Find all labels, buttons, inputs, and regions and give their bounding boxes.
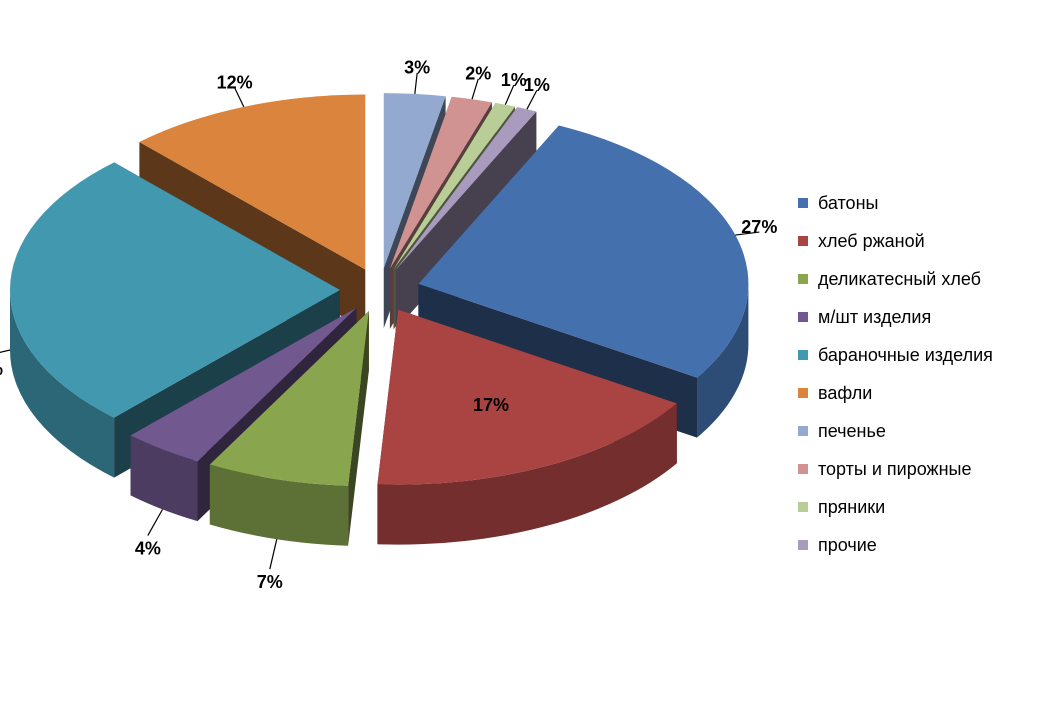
legend-item: деликатесный хлеб (798, 260, 1043, 298)
leader-line (269, 539, 278, 570)
legend-swatch (798, 502, 808, 512)
legend-swatch (798, 464, 808, 474)
legend-label: вафли (818, 382, 873, 403)
pie-slice-1 (377, 309, 677, 545)
slice-top (389, 96, 492, 269)
slice-top (377, 309, 677, 485)
slice-top (9, 162, 341, 418)
data-label: 1% (501, 70, 527, 90)
data-label: 7% (257, 572, 283, 592)
leader-line (234, 87, 245, 108)
data-label: 2% (465, 64, 491, 84)
leader-line (147, 509, 164, 536)
legend-swatch (798, 274, 808, 284)
legend-swatch (798, 388, 808, 398)
legend-label: м/шт изделия (818, 306, 932, 327)
pie-slice-2 (209, 311, 369, 546)
data-labels: 27% 17% 7% 4% 26% 12% 3% 2% 1%1% (0, 58, 777, 592)
legend-item: торты и пирожные (798, 450, 1043, 488)
data-label: 17% (473, 395, 509, 415)
slice-outer-wall (130, 435, 198, 522)
slice-top (209, 311, 369, 486)
slice-top (130, 307, 357, 462)
data-label: 3% (404, 58, 430, 78)
legend-label: печенье (818, 420, 886, 441)
legend-swatch (798, 540, 808, 550)
leader-line (471, 78, 479, 100)
legend-item: хлеб ржаной (798, 222, 1043, 260)
slice-top (383, 93, 446, 269)
leader-line (414, 72, 418, 94)
slice-top (418, 125, 749, 378)
legend-swatch (798, 198, 808, 208)
legend-swatch (798, 312, 808, 322)
legend-swatch (798, 426, 808, 436)
leader-line (0, 349, 11, 354)
slice-outer-wall (209, 464, 349, 546)
data-label: 4% (135, 538, 161, 558)
slice-top (139, 94, 366, 270)
leader-lines (0, 72, 760, 570)
slice-outer-wall (697, 283, 749, 438)
slice-outer-wall (10, 290, 115, 478)
leader-line (526, 89, 538, 110)
legend-swatch (798, 236, 808, 246)
legend-label: бараночные изделия (818, 344, 993, 365)
legend-item: батоны (798, 184, 1043, 222)
legend-swatch (798, 350, 808, 360)
legend-item: м/шт изделия (798, 298, 1043, 336)
legend-item: вафли (798, 374, 1043, 412)
legend-label: хлеб ржаной (818, 230, 925, 251)
legend: батоны хлеб ржаной деликатесный хлеб м/шт и… (798, 184, 1043, 564)
pie-slices (9, 93, 749, 546)
data-label: 12% (217, 72, 253, 92)
legend-label: торты и пирожные (818, 458, 972, 479)
leader-line (735, 231, 760, 236)
legend-item: прочие (798, 526, 1043, 564)
slice-top (393, 102, 516, 270)
legend-label: деликатесный хлеб (818, 268, 981, 289)
leader-line (504, 84, 515, 105)
data-label: 26% (0, 359, 3, 379)
slice-outer-wall (377, 403, 677, 545)
legend-item: печенье (798, 412, 1043, 450)
legend-label: прочие (818, 534, 877, 555)
data-label: 1% (524, 75, 550, 95)
legend-item: бараночные изделия (798, 336, 1043, 374)
legend-item: пряники (798, 488, 1043, 526)
legend-label: батоны (818, 192, 879, 213)
slice-top (395, 107, 537, 270)
legend-label: пряники (818, 496, 886, 517)
data-label: 27% (741, 217, 777, 237)
